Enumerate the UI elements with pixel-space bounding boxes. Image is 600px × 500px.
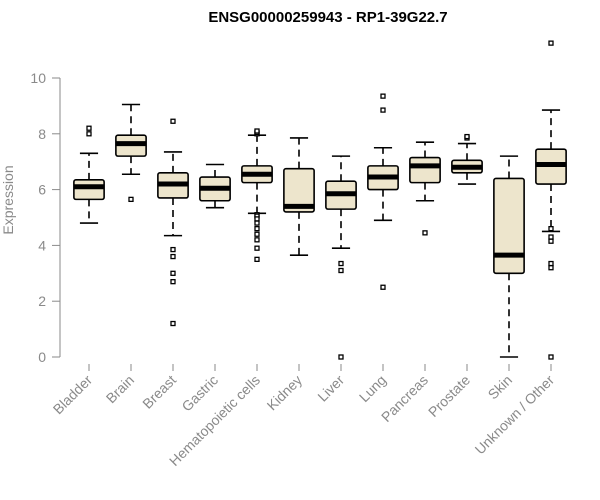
outlier-point-11-4: [548, 260, 554, 267]
outlier-point-11-6: [548, 354, 554, 360]
box-group-5: [283, 137, 315, 256]
box-group-4: [241, 128, 273, 263]
box-group-6: [325, 155, 357, 360]
outlier-point-4-11: [254, 256, 260, 263]
x-tick-label-9: Prostate: [425, 372, 473, 420]
outlier-point-11-2: [548, 234, 554, 240]
outlier-point-4-6: [254, 220, 260, 226]
box-iqr-0: [73, 179, 105, 201]
x-tick-label-10: Skin: [485, 372, 516, 403]
outlier-point-4-5: [254, 216, 260, 222]
chart-title: ENSG00000259943 - RP1-39G22.7: [208, 9, 447, 26]
box-iqr-10: [493, 177, 525, 275]
x-tick-label-6: Liver: [314, 372, 347, 405]
x-tick-label-8: Pancreas: [378, 372, 431, 425]
outlier-point-0-0: [86, 131, 92, 137]
outlier-point-2-4: [170, 279, 176, 285]
outlier-point-4-7: [254, 226, 260, 232]
outlier-point-2-5: [170, 320, 176, 327]
box-iqr-8: [409, 156, 441, 184]
box-group-7: [367, 93, 399, 290]
outlier-point-11-0: [548, 40, 554, 46]
outlier-point-4-9: [254, 237, 260, 243]
outlier-point-11-1: [548, 226, 554, 232]
x-tick-label-7: Lung: [356, 372, 389, 405]
outlier-point-2-2: [170, 253, 176, 260]
outlier-point-11-5: [548, 265, 554, 271]
outlier-point-4-8: [254, 231, 260, 237]
box-iqr-5: [283, 167, 315, 213]
y-tick-label-4: 8: [38, 126, 46, 142]
outlier-point-2-0: [170, 118, 176, 124]
y-tick-label-2: 4: [38, 237, 46, 253]
y-axis-label: Expression: [0, 165, 16, 234]
box-group-0: [73, 125, 105, 224]
outlier-point-6-0: [338, 260, 344, 267]
outlier-point-6-1: [338, 267, 344, 274]
outlier-point-2-1: [170, 246, 176, 253]
outlier-point-7-0: [380, 93, 386, 99]
y-tick-label-1: 2: [38, 293, 46, 309]
box-group-3: [199, 163, 231, 209]
x-tick-label-1: Brain: [103, 372, 137, 406]
outlier-point-11-3: [548, 238, 554, 244]
box-group-9: [451, 133, 483, 185]
outlier-point-1-0: [128, 196, 134, 203]
x-tick-label-0: Bladder: [50, 372, 96, 418]
outlier-point-6-2: [338, 354, 344, 360]
outlier-point-2-3: [170, 270, 176, 276]
box-group-2: [157, 118, 189, 327]
x-tick-label-2: Breast: [139, 372, 179, 412]
outlier-point-8-0: [422, 230, 428, 236]
outlier-point-4-10: [254, 245, 260, 251]
box-group-11: [535, 40, 567, 360]
y-tick-label-3: 6: [38, 182, 46, 198]
outlier-point-9-1: [464, 133, 470, 140]
y-tick-label-0: 0: [38, 349, 46, 365]
y-tick-label-5: 10: [30, 70, 46, 86]
outlier-point-0-1: [86, 125, 92, 131]
outlier-point-7-1: [380, 107, 386, 113]
box-group-10: [493, 155, 525, 358]
x-tick-label-11: Unknown / Other: [472, 372, 558, 458]
x-tick-label-5: Kidney: [264, 372, 306, 414]
box-group-1: [115, 103, 147, 203]
box-group-8: [409, 141, 441, 236]
box-series: [73, 40, 567, 360]
outlier-point-4-2: [254, 128, 260, 134]
y-axis-ticks: 0 2 4 6 8 10: [30, 70, 60, 365]
outlier-point-7-2: [380, 284, 386, 290]
